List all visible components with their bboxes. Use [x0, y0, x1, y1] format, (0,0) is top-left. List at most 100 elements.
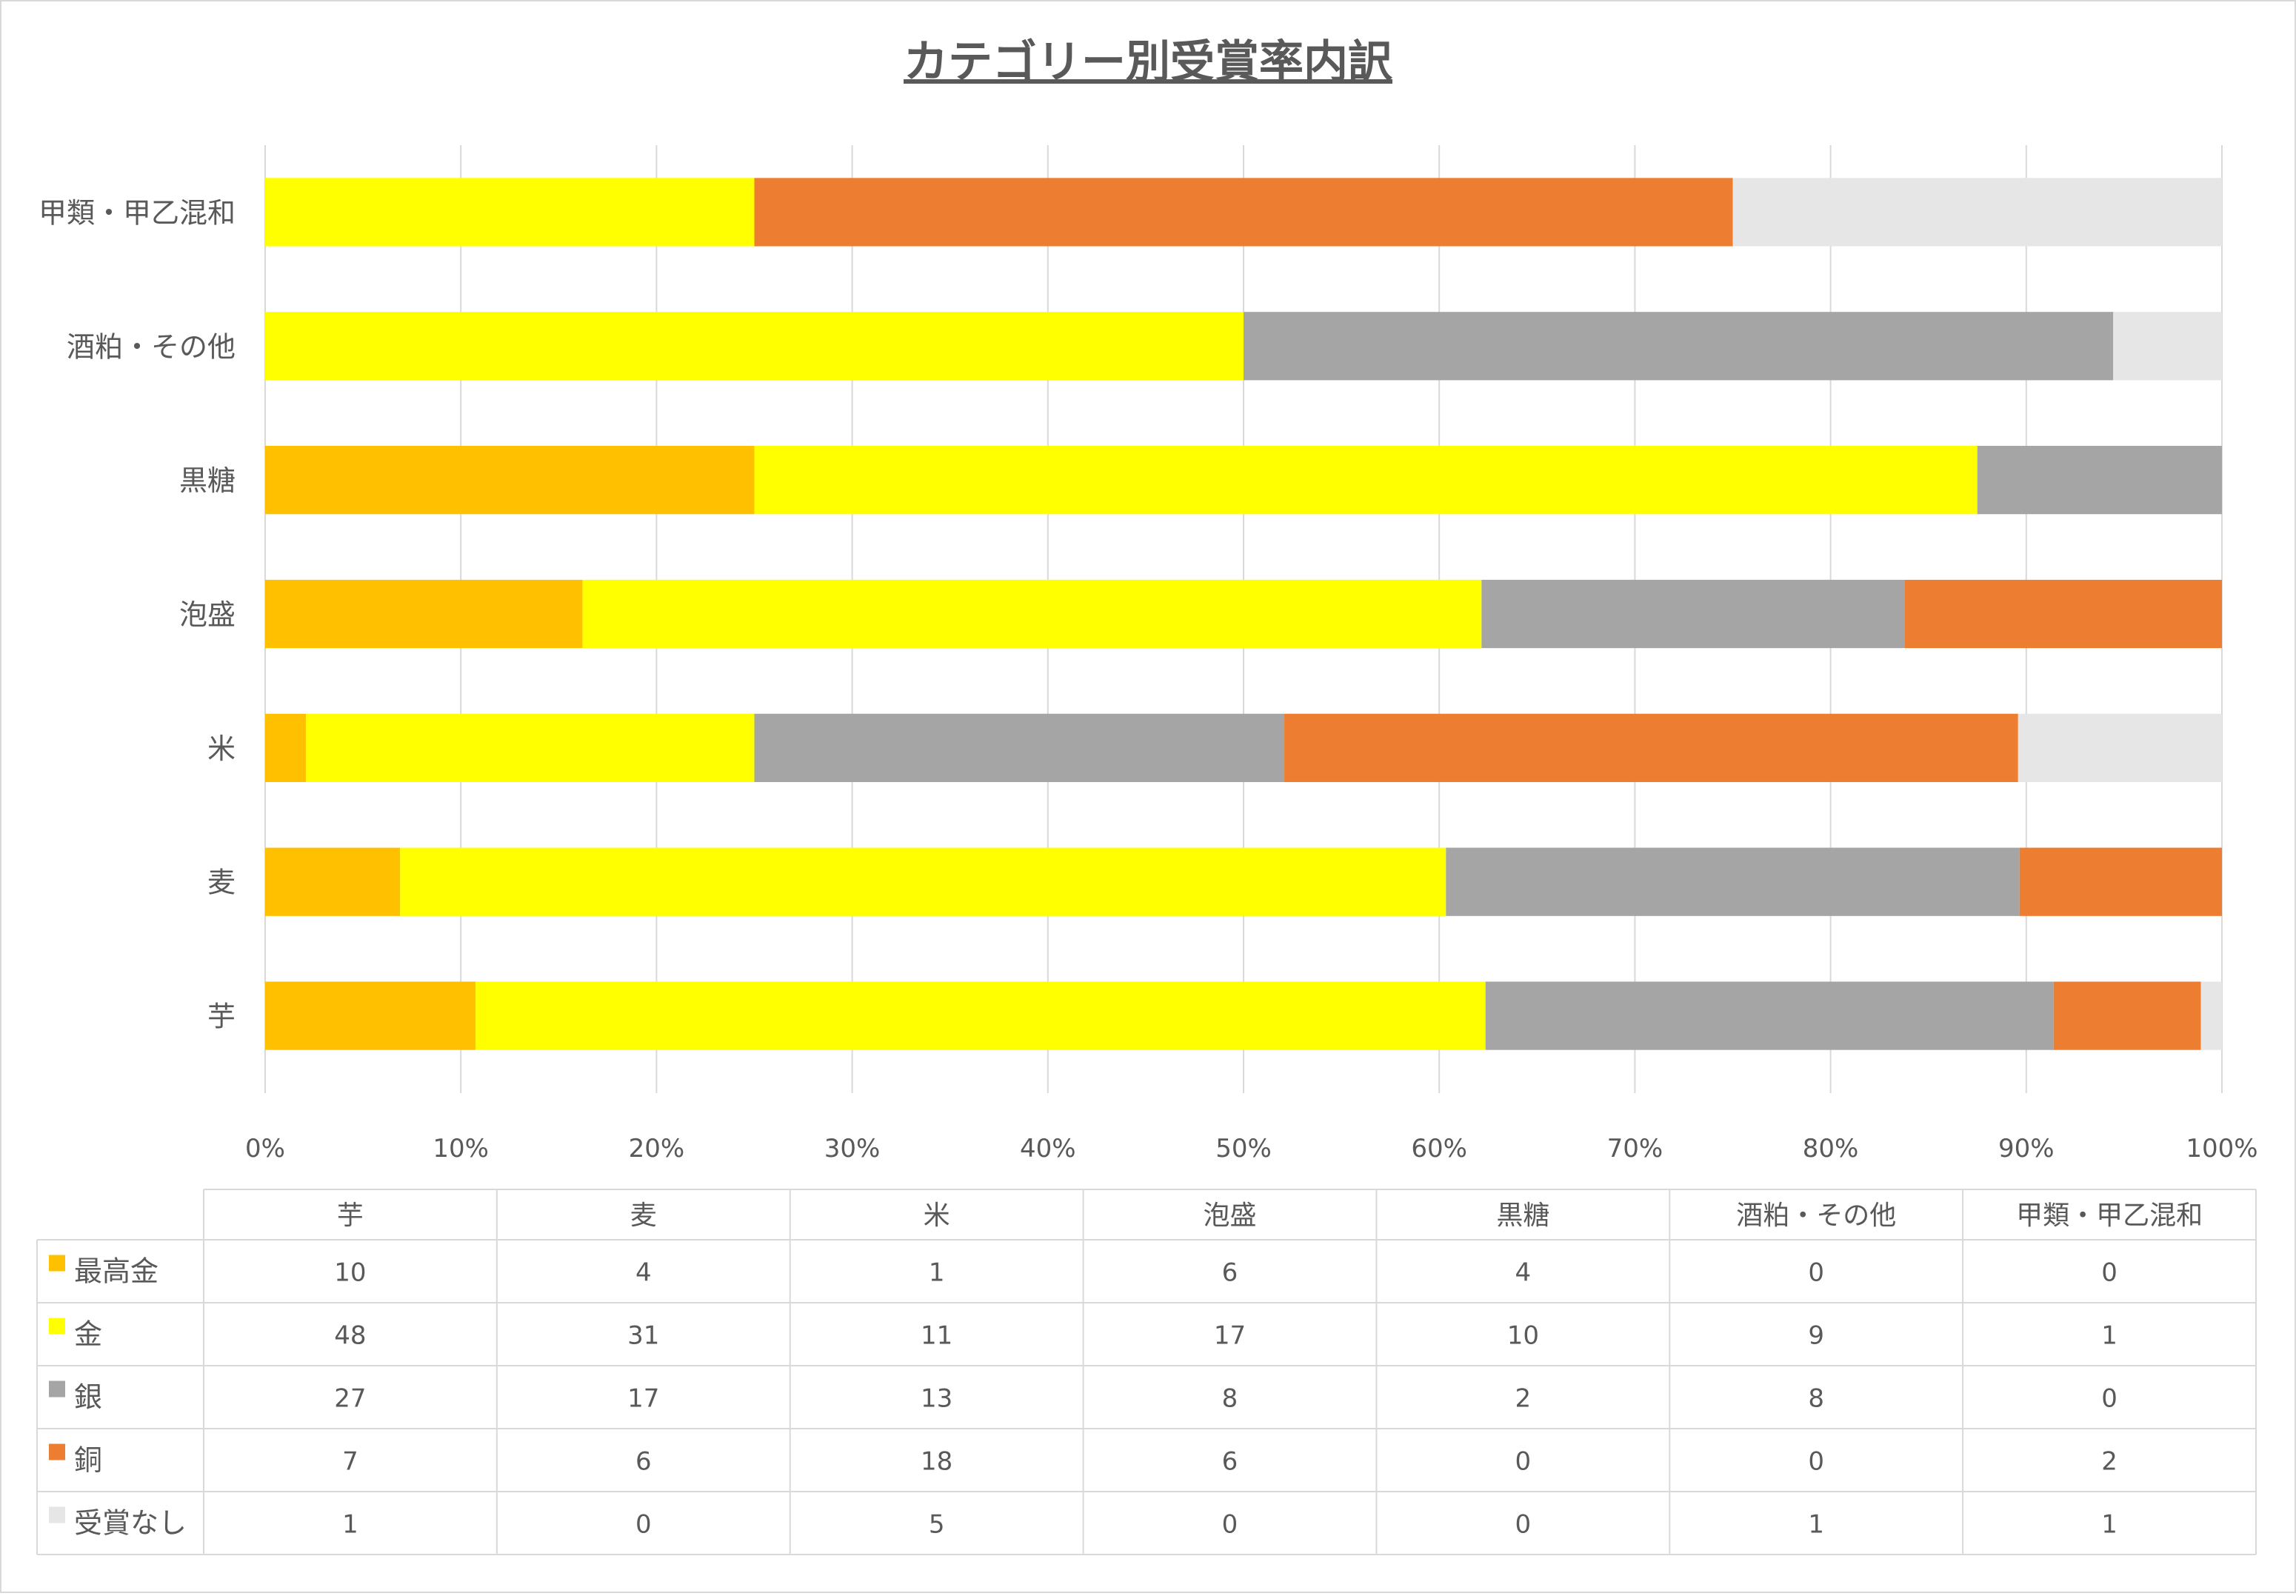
table-value-cell: 17: [1214, 1321, 1246, 1351]
table-value-cell: 9: [1808, 1321, 1824, 1351]
table-value-cell: 8: [1808, 1384, 1824, 1414]
table-value-cell: 1: [342, 1510, 358, 1540]
y-tick-label: 甲類・甲乙混和: [39, 196, 236, 229]
legend-swatch: [49, 1380, 65, 1398]
bar-segment: [265, 579, 583, 649]
bar-segment: [754, 713, 1285, 782]
table-value-cell: 13: [921, 1384, 952, 1414]
table-value-cell: 0: [1515, 1447, 1532, 1477]
bar-segment: [2200, 981, 2222, 1050]
table-header-cell: 泡盛: [1203, 1201, 1256, 1231]
table-value-cell: 1: [2101, 1510, 2118, 1540]
chart-title: カテゴリー別受賞率内訳: [904, 36, 1393, 88]
bar-segment: [475, 981, 1486, 1050]
legend-series-name: 最高金: [74, 1255, 158, 1288]
table-value-cell: 0: [1222, 1510, 1238, 1540]
table-value-cell: 7: [342, 1447, 358, 1477]
table-value-cell: 5: [929, 1510, 945, 1540]
table-value-cell: 6: [1222, 1258, 1238, 1288]
bar-segment: [1904, 579, 2222, 649]
y-tick-label: 麦: [207, 867, 236, 899]
table-header-cell: 芋: [337, 1201, 364, 1231]
table-header-cell: 黒糖: [1496, 1201, 1549, 1231]
table-header-cell: 麦: [630, 1201, 657, 1231]
legend-series-name: 金: [74, 1318, 102, 1351]
y-tick-label: 米: [207, 732, 236, 765]
x-tick-label: 50%: [1215, 1134, 1272, 1163]
x-tick-label: 70%: [1607, 1134, 1663, 1163]
legend-series-name: 受賞なし: [74, 1507, 187, 1540]
bar-segment: [1446, 847, 2020, 916]
bar-segment: [265, 713, 307, 782]
table-value-cell: 4: [1515, 1258, 1532, 1288]
legend-series-name: 銅: [74, 1444, 102, 1477]
legend-series-name: 銀: [74, 1381, 102, 1414]
bar-segment: [2113, 312, 2222, 381]
table-value-cell: 6: [1222, 1447, 1238, 1477]
table-value-cell: 31: [627, 1321, 659, 1351]
bar-segment: [265, 981, 476, 1050]
table-value-cell: 27: [334, 1384, 366, 1414]
bar-segment: [754, 178, 1733, 247]
table-header-cell: 甲類・甲乙混和: [2016, 1201, 2203, 1231]
bar-layer: [265, 178, 2222, 1050]
bar-segment: [1284, 713, 2018, 782]
table-value-cell: 1: [2101, 1321, 2118, 1351]
table-value-cell: 1: [929, 1258, 945, 1288]
x-tick-label: 0%: [245, 1134, 285, 1163]
x-tick-label: 90%: [1998, 1134, 2055, 1163]
table-value-cell: 4: [635, 1258, 652, 1288]
table-value-cell: 8: [1222, 1384, 1238, 1414]
table-header-cell: 酒粕・その他: [1736, 1201, 1896, 1231]
y-tick-label: 泡盛: [179, 598, 236, 631]
x-axis-tick-labels: 0% 10% 20% 30% 40% 50% 60% 70% 80% 90% 100%: [245, 1134, 2258, 1163]
table-value-cell: 17: [627, 1384, 659, 1414]
bar-segment: [1485, 981, 2054, 1050]
x-tick-label: 30%: [824, 1134, 881, 1163]
x-tick-label: 100%: [2186, 1134, 2257, 1163]
y-tick-label: 酒粕・その他: [67, 330, 236, 363]
y-tick-label: 黒糖: [179, 464, 236, 497]
x-tick-label: 20%: [629, 1134, 685, 1163]
table-value-cell: 0: [1515, 1510, 1532, 1540]
table-value-cell: 0: [1808, 1258, 1824, 1288]
table-value-cell: 0: [1808, 1447, 1824, 1477]
table-value-cell: 2: [2101, 1447, 2118, 1477]
bar-segment: [265, 446, 755, 515]
bar-segment: [2019, 847, 2222, 916]
bar-segment: [265, 847, 401, 916]
legend-swatch: [49, 1506, 65, 1523]
y-tick-label: 芋: [207, 1001, 236, 1033]
bar-segment: [582, 579, 1482, 649]
table-value-cell: 11: [921, 1321, 952, 1351]
bar-segment: [1481, 579, 1905, 649]
bar-segment: [306, 713, 755, 782]
bar-segment: [2053, 981, 2201, 1050]
bar-segment: [1977, 446, 2222, 515]
bar-segment: [1732, 178, 2222, 247]
table-value-cell: 6: [635, 1447, 652, 1477]
y-axis-labels: 芋 麦 米 泡盛 黒糖 酒粕・その他 甲類・甲乙混和: [39, 196, 236, 1032]
table-value-cell: 0: [2101, 1384, 2118, 1414]
x-tick-label: 60%: [1411, 1134, 1467, 1163]
bar-segment: [1244, 312, 2114, 381]
table-value-cell: 18: [921, 1447, 952, 1477]
legend-swatch: [49, 1443, 65, 1460]
table-value-cell: 10: [334, 1258, 366, 1288]
table-value-cell: 0: [635, 1510, 652, 1540]
bar-segment: [265, 312, 1244, 381]
legend-swatch: [49, 1255, 65, 1272]
x-tick-label: 10%: [433, 1134, 489, 1163]
table-value-cell: 48: [334, 1321, 366, 1351]
bar-segment: [400, 847, 1446, 916]
x-tick-label: 40%: [1020, 1134, 1076, 1163]
bar-segment: [754, 446, 1978, 515]
table-header-cell: 米: [924, 1201, 950, 1231]
table-value-cell: 2: [1515, 1384, 1532, 1414]
data-table: 芋麦米泡盛 黒糖 酒粕・その他 甲類・甲乙混和最高金 10 4 1 6 4 0 0金 48 31 11 17…: [36, 1189, 2257, 1555]
table-value-cell: 1: [1808, 1510, 1824, 1540]
bar-segment: [265, 178, 755, 247]
